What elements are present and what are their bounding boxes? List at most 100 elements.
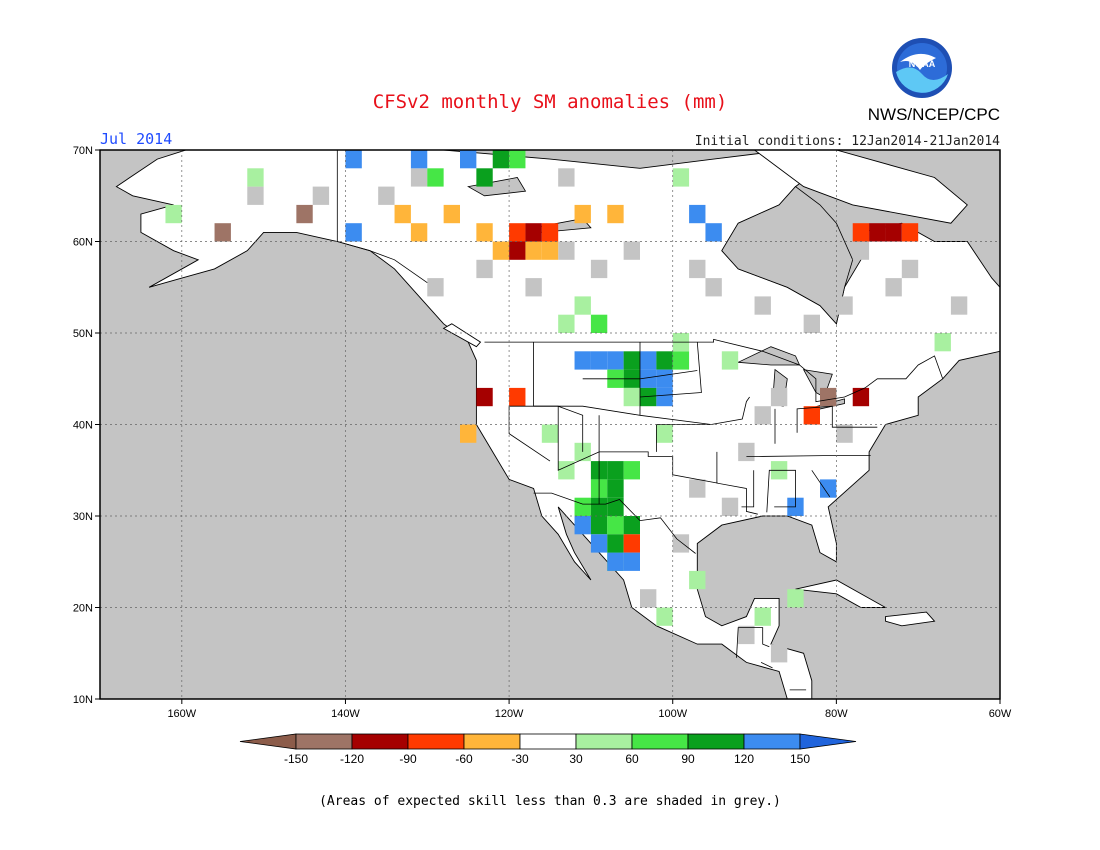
colorbar-label: -60 (455, 752, 473, 766)
anomaly-cell-ltgreen (165, 204, 182, 224)
anomaly-cell-ltgreen (721, 351, 739, 370)
lat-tick-label: 20N (73, 603, 93, 615)
anomaly-cell-dkgreen (656, 351, 673, 370)
colorbar-label: -30 (511, 752, 529, 766)
anomaly-cell-dkgreen (623, 351, 640, 370)
anomaly-cell-orange (394, 204, 411, 224)
anomaly-cell-blue (640, 351, 657, 370)
anomaly-cell-orange (476, 223, 493, 242)
land-baffin (753, 150, 968, 224)
colorbar-bin (519, 733, 577, 750)
anomaly-cell-dkred (852, 387, 870, 407)
anomaly-cell-green (590, 314, 608, 333)
border-state-lines-v6 (716, 451, 758, 515)
grey-cell (476, 259, 493, 279)
anomaly-cell-dkgreen (476, 168, 493, 187)
grey-cell (738, 625, 755, 645)
grey-cell (738, 442, 755, 462)
colorbar-label: -120 (340, 752, 364, 766)
anomaly-cell-blue (345, 150, 362, 169)
border-us-mexico (533, 492, 696, 554)
grey-cell (852, 241, 870, 260)
lon-tick-label: 100W (658, 708, 687, 720)
anomaly-cell-ltgreen (574, 442, 591, 462)
grey-cell (312, 186, 330, 205)
noaa-logo: NOAA (892, 38, 952, 98)
anomaly-cell-ltgreen (541, 424, 559, 443)
grey-cell (721, 497, 739, 516)
grey-cell (770, 387, 788, 407)
colorbar-bin (463, 733, 521, 750)
colorbar-bin (351, 733, 409, 750)
grey-cell (754, 406, 771, 425)
land-hispaniola (885, 611, 936, 627)
colorbar-bin (575, 733, 633, 750)
border-state-lines-v13 (558, 405, 584, 452)
border-central-am-1 (760, 662, 773, 669)
lon-tick-label: 140W (331, 708, 360, 720)
anomaly-cell-dkgreen (607, 479, 624, 498)
anomaly-cell-red (852, 223, 870, 242)
lat-tick-label: 30N (73, 511, 93, 523)
colorbar-label: 30 (569, 752, 583, 766)
grey-cell (558, 168, 575, 187)
anomaly-cell-dkred (869, 223, 886, 242)
anomaly-cell-ltgreen (689, 570, 706, 590)
lat-tick-label: 60N (73, 237, 93, 249)
grey-cell (836, 296, 853, 315)
anomaly-cell-dkred (476, 387, 493, 407)
border-alaska-canada (336, 150, 428, 284)
water-great-bear-lake (467, 177, 527, 197)
anomaly-cell-blue (607, 552, 624, 571)
anomaly-cell-blue (574, 351, 591, 370)
border-state-lines-v11 (811, 470, 831, 498)
lon-tick-label: 60W (989, 708, 1012, 720)
anomaly-cell-blue (410, 150, 428, 169)
anomaly-cell-blue (590, 534, 608, 553)
anomaly-cell-ltgreen (656, 607, 673, 626)
anomaly-cell-brown (214, 223, 231, 242)
colorbar-label: -90 (399, 752, 417, 766)
graticule (100, 150, 1000, 699)
grey-cell (885, 278, 902, 297)
anomaly-cell-ltgreen (787, 589, 804, 608)
grey-cell (803, 314, 820, 333)
anomaly-cell-ltgreen (672, 168, 690, 187)
border-state-lines-v8 (796, 405, 878, 433)
colorbar-under-arrow (239, 733, 297, 750)
initial-conditions-label: Initial conditions: 12Jan2014-21Jan2014 (695, 134, 1000, 149)
anomaly-cell-dkred (509, 241, 526, 260)
map-panel (100, 150, 1057, 699)
anomaly-cells (165, 150, 951, 626)
anomaly-cell-blue (590, 351, 608, 370)
anomaly-cell-ltgreen (558, 461, 575, 480)
anomaly-cell-green (672, 351, 690, 370)
border-state-lines-v5 (746, 455, 871, 457)
border-state-lines-v10 (741, 470, 755, 508)
grey-cell (378, 186, 395, 205)
figure-title: CFSv2 monthly SM anomalies (mm) (373, 91, 728, 113)
anomaly-cell-green (574, 497, 591, 516)
lat-tick-label: 40N (73, 420, 93, 432)
water-lake-superior (736, 346, 801, 366)
grey-cell (590, 259, 608, 279)
anomaly-cell-blue (607, 351, 624, 370)
grey-cell (427, 278, 444, 297)
lon-tick-label: 160W (167, 708, 196, 720)
anomaly-cell-blue (460, 150, 477, 169)
anomaly-cell-orange (607, 204, 624, 224)
anomaly-cell-red (509, 387, 526, 407)
anomaly-cell-ltgreen (247, 168, 264, 187)
anomaly-cell-orange (525, 241, 542, 260)
anomaly-cell-red (623, 534, 640, 553)
colorbar-bin (687, 733, 745, 750)
anomaly-cell-green (607, 516, 624, 535)
anomaly-cell-ltgreen (623, 387, 640, 407)
lon-tick-label: 80W (825, 708, 848, 720)
anomaly-cell-dkred (525, 223, 542, 242)
grey-cell (754, 296, 771, 315)
land-newfoundland (1008, 315, 1057, 361)
anomaly-cell-ltgreen (754, 607, 771, 626)
anomaly-cell-orange (443, 204, 460, 224)
